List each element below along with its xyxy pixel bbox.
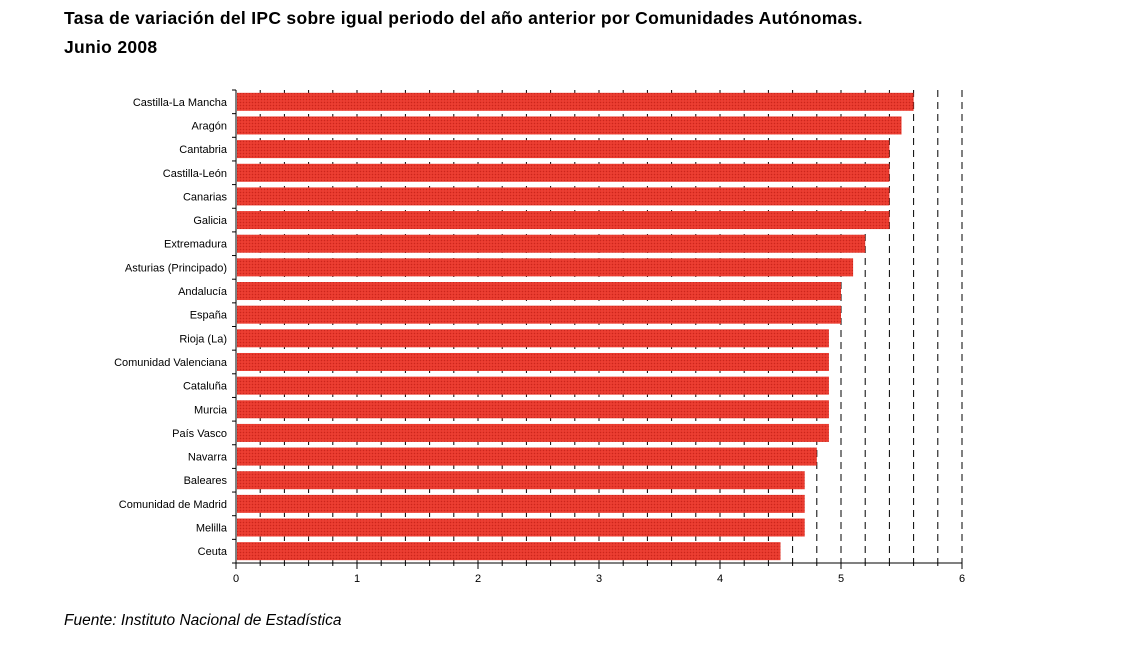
bar bbox=[237, 542, 781, 561]
category-label: Comunidad de Madrid bbox=[119, 499, 227, 511]
x-tick-label: 3 bbox=[596, 573, 602, 585]
category-label: Galicia bbox=[193, 215, 228, 227]
bar bbox=[237, 163, 890, 182]
category-label: País Vasco bbox=[172, 428, 227, 440]
category-label: Comunidad Valenciana bbox=[114, 357, 228, 369]
bar bbox=[237, 447, 817, 466]
category-label: Extremadura bbox=[164, 239, 228, 251]
bar bbox=[237, 234, 866, 253]
category-label: Melilla bbox=[196, 523, 228, 535]
bar bbox=[237, 423, 829, 442]
x-tick-label: 2 bbox=[475, 573, 481, 585]
bar bbox=[237, 329, 829, 348]
bar bbox=[237, 305, 841, 324]
category-label: Baleares bbox=[184, 475, 228, 487]
category-labels: Castilla-La Mancha Aragón Cantabria Castill… bbox=[114, 97, 228, 558]
grid-lines bbox=[259, 90, 963, 563]
bars bbox=[237, 92, 914, 561]
chart-title: Tasa de variación del IPC sobre igual pe… bbox=[64, 4, 1064, 62]
category-label: Canarias bbox=[183, 191, 228, 203]
category-label: Asturias (Principado) bbox=[125, 262, 227, 274]
category-label: Murcia bbox=[194, 404, 228, 416]
bar bbox=[237, 471, 805, 490]
category-label: Cataluña bbox=[183, 381, 228, 393]
category-label: Aragón bbox=[192, 120, 227, 132]
chart-title-line-1: Tasa de variación del IPC sobre igual pe… bbox=[64, 8, 863, 28]
bar bbox=[237, 400, 829, 419]
category-label: Cantabria bbox=[179, 144, 228, 156]
category-label: Navarra bbox=[188, 452, 228, 464]
category-label: Castilla-La Mancha bbox=[133, 97, 228, 109]
x-tick-label: 4 bbox=[717, 573, 723, 585]
category-label: Ceuta bbox=[198, 546, 228, 558]
chart-title-line-2: Junio 2008 bbox=[64, 37, 158, 57]
bar bbox=[237, 494, 805, 513]
axes bbox=[232, 89, 963, 569]
category-label: España bbox=[190, 310, 228, 322]
bar bbox=[237, 518, 805, 537]
category-label: Rioja (La) bbox=[179, 333, 227, 345]
x-tick-label: 0 bbox=[233, 573, 239, 585]
x-tick-label: 1 bbox=[354, 573, 360, 585]
bar bbox=[237, 187, 890, 206]
category-label: Andalucía bbox=[178, 286, 228, 298]
bar bbox=[237, 258, 854, 277]
bar bbox=[237, 352, 829, 371]
x-tick-labels: 0 1 2 3 4 5 6 bbox=[233, 573, 965, 585]
category-label: Castilla-León bbox=[163, 168, 227, 180]
bar bbox=[237, 376, 829, 395]
bar bbox=[237, 116, 902, 135]
source-note: Fuente: Instituto Nacional de Estadístic… bbox=[64, 612, 342, 629]
x-tick-label: 6 bbox=[959, 573, 965, 585]
bar bbox=[237, 211, 890, 230]
bar bbox=[237, 92, 914, 111]
x-tick-label: 5 bbox=[838, 573, 844, 585]
bar bbox=[237, 282, 841, 301]
bar bbox=[237, 140, 890, 159]
